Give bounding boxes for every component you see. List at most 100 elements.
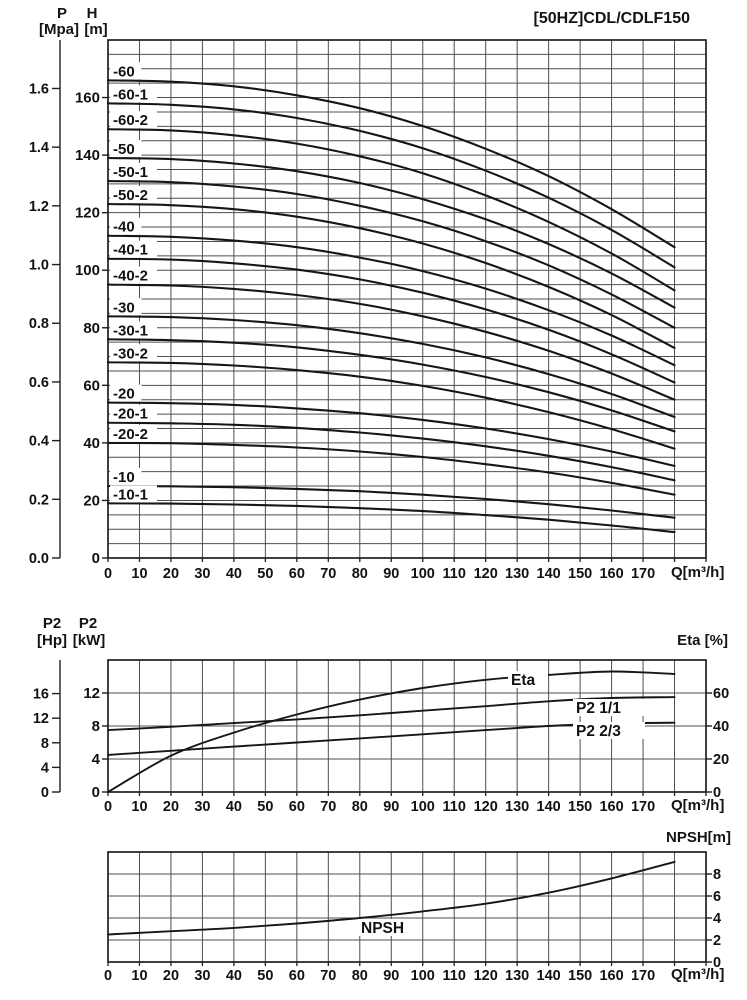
- eta-tick-label: 40: [713, 719, 729, 735]
- curve-label-p2-1-1: P2 1/1: [576, 700, 621, 717]
- h-tick-label: 0: [92, 550, 100, 567]
- kw-tick-label: 0: [92, 784, 100, 801]
- curve--20: [106, 401, 676, 467]
- curve-label--10-1: -10-1: [113, 486, 148, 503]
- curve-label-mask: [110, 139, 142, 157]
- x-tick-label: 30: [194, 799, 210, 815]
- curve-label-mask: [573, 722, 645, 739]
- curve-label-mask: [110, 485, 157, 503]
- curve--30: [106, 315, 676, 419]
- curve-label--30: -30: [113, 299, 135, 316]
- curve-label-mask: [110, 85, 157, 103]
- x-tick-label: 70: [320, 968, 336, 984]
- x-tick-label: 20: [163, 799, 179, 815]
- x-tick-label: 160: [599, 566, 623, 582]
- curve-label--20-2: -20-2: [113, 426, 148, 443]
- curve--40-1: [106, 257, 676, 384]
- x-tick-label: 80: [352, 799, 368, 815]
- x-tick-label: 70: [320, 799, 336, 815]
- flow-axis-label-npsh: Q[m³/h]: [671, 966, 725, 983]
- p-axis-name: P: [56, 5, 67, 22]
- p-tick-label: 0.2: [29, 492, 49, 508]
- x-tick-label: 120: [474, 968, 498, 984]
- x-tick-label: 150: [568, 799, 592, 815]
- curve-label-mask: [110, 344, 157, 362]
- power-efficiency-chart: 0 10 20 30 40 50 60 70 80 90 100 110 120 130 140 150 160…: [33, 659, 729, 815]
- curve-label-mask: [110, 404, 157, 422]
- x-tick-label: 60: [289, 566, 305, 582]
- h-tick-label: 20: [83, 492, 100, 509]
- x-tick-label: 110: [443, 968, 466, 984]
- curve-label-mask: [110, 62, 142, 80]
- plot-border: [107, 851, 707, 963]
- x-tick-label: 130: [505, 799, 529, 815]
- curve-label--40-2: -40-2: [113, 268, 148, 285]
- p-axis-unit: [Mpa]: [39, 21, 79, 38]
- curve-label--20: -20: [113, 386, 135, 403]
- curve-label--50: -50: [113, 141, 135, 158]
- curve-label-mask: [110, 217, 142, 235]
- p-tick-label: 1.0: [29, 258, 49, 274]
- p-tick-label: 1.6: [29, 81, 49, 97]
- curve-label-mask: [110, 240, 157, 258]
- curve-label-mask: [110, 424, 157, 442]
- x-tick-label: 140: [537, 566, 561, 582]
- curve--10-1: [106, 502, 676, 534]
- curve-label--30-1: -30-1: [113, 322, 148, 339]
- h-tick-label: 60: [83, 377, 100, 394]
- curve--30-2: [106, 361, 676, 450]
- curve-label--60-2: -60-2: [113, 112, 148, 129]
- curve-label--40-1: -40-1: [113, 242, 148, 259]
- h-tick-label: 160: [75, 90, 100, 107]
- x-tick-label: 50: [257, 566, 273, 582]
- curve-label-npsh: NPSH: [361, 920, 404, 937]
- curve--20-2: [106, 441, 676, 496]
- x-tick-label: 150: [568, 968, 592, 984]
- x-tick-label: 60: [289, 799, 305, 815]
- curve--20-1: [106, 421, 676, 482]
- x-tick-label: 20: [163, 566, 179, 582]
- curve-label-mask: [110, 111, 157, 129]
- h-tick-label: 100: [75, 262, 100, 279]
- curve-label-mask: [573, 699, 645, 716]
- hp-tick-label: 12: [33, 711, 49, 727]
- x-tick-label: 100: [411, 799, 435, 815]
- curve-label--50-2: -50-2: [113, 187, 148, 204]
- x-tick-label: 140: [537, 799, 561, 815]
- curve-label-mask: [508, 671, 548, 688]
- x-tick-label: 0: [104, 799, 112, 815]
- curve-label--30-2: -30-2: [113, 345, 148, 362]
- x-tick-label: 30: [194, 566, 210, 582]
- kw-tick-label: 12: [83, 685, 100, 702]
- curve-npsh: [107, 860, 676, 936]
- eta-tick-label: 60: [713, 686, 729, 702]
- curve-label--50-1: -50-1: [113, 164, 148, 181]
- npsh-tick-label: 8: [713, 867, 721, 883]
- curve-label-mask: [358, 919, 416, 936]
- curve-label-mask: [110, 468, 142, 486]
- plot-border: [107, 39, 707, 559]
- x-tick-label: 10: [131, 799, 147, 815]
- kw-tick-label: 8: [92, 718, 100, 735]
- curve--60-2: [106, 128, 676, 292]
- npsh-tick-label: 4: [713, 911, 721, 927]
- curve-label--20-1: -20-1: [113, 406, 148, 423]
- h-tick-label: 140: [75, 147, 100, 164]
- x-tick-label: 120: [474, 799, 498, 815]
- x-tick-label: 60: [289, 968, 305, 984]
- x-tick-label: 90: [383, 566, 399, 582]
- h-axis-name: H: [86, 5, 98, 22]
- curve--30-1: [106, 338, 676, 433]
- p2-kw-axis-name: P2: [78, 615, 98, 632]
- x-tick-label: 0: [104, 968, 112, 984]
- curve--60: [106, 79, 676, 249]
- curve-label-mask: [110, 163, 157, 181]
- x-tick-label: 80: [352, 968, 368, 984]
- x-tick-label: 130: [505, 566, 529, 582]
- x-tick-label: 40: [226, 799, 242, 815]
- h-axis-unit: [m]: [84, 21, 108, 38]
- main-head-chart: 0 10 20 30 40 50 60 70 80 90 100 110 120 130 140 150 160…: [29, 39, 707, 582]
- p-tick-label: 0.8: [29, 316, 49, 332]
